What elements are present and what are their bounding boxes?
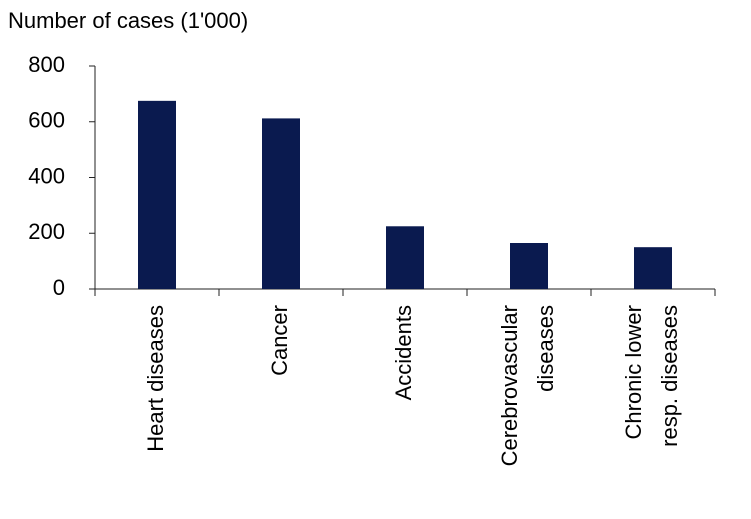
y-axis-label: Number of cases (1'000)	[8, 8, 248, 33]
y-tick-label: 800	[28, 52, 65, 77]
x-tick-label: resp. diseases	[657, 305, 682, 447]
y-tick-label: 200	[28, 219, 65, 244]
x-tick-label: Chronic lower	[621, 305, 646, 440]
y-tick-label: 400	[28, 163, 65, 188]
y-tick-label: 0	[53, 275, 65, 300]
x-tick-label: Accidents	[391, 305, 416, 400]
y-tick-label: 600	[28, 108, 65, 133]
x-tick-label: Cerebrovascular	[497, 305, 522, 466]
x-tick-label: diseases	[533, 305, 558, 392]
bar	[138, 100, 176, 289]
x-tick-label: Cancer	[267, 305, 292, 376]
x-tick-label: Heart diseases	[143, 305, 168, 452]
bar	[386, 226, 424, 289]
bar	[262, 118, 300, 289]
bar	[510, 243, 548, 289]
bar	[634, 247, 672, 289]
